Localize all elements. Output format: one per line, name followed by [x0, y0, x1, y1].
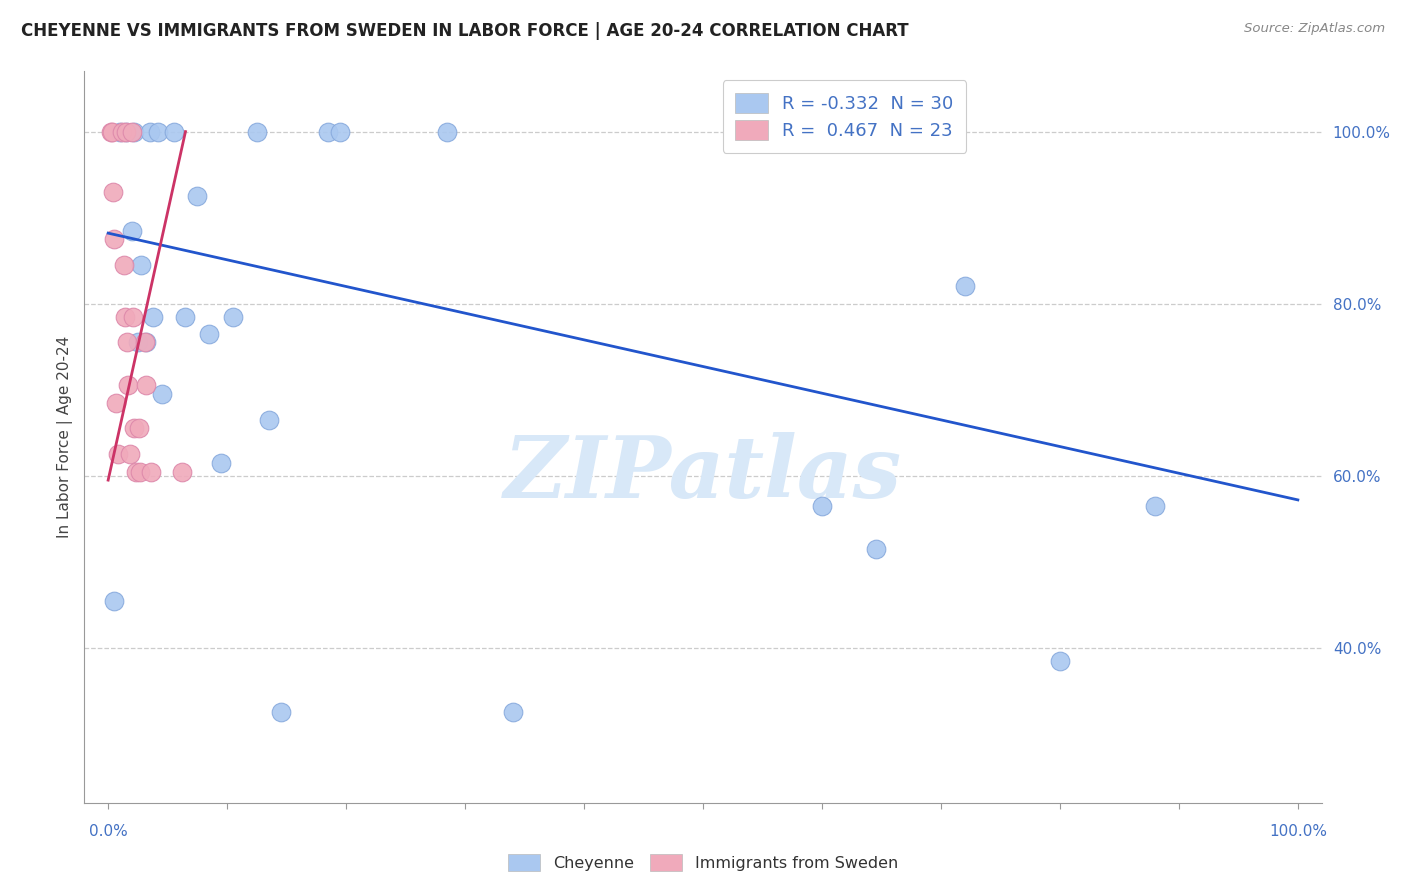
Point [115, 125, 138, 139]
Point [117, 378, 139, 392]
Point [100, 125, 122, 139]
Point [270, 706, 292, 720]
Y-axis label: In Labor Force | Age 20-24: In Labor Force | Age 20-24 [58, 336, 73, 538]
Point [135, 378, 157, 392]
Point [108, 125, 131, 139]
Text: CHEYENNE VS IMMIGRANTS FROM SWEDEN IN LABOR FORCE | AGE 20-24 CORRELATION CHART: CHEYENNE VS IMMIGRANTS FROM SWEDEN IN LA… [21, 22, 908, 40]
Point [107, 447, 129, 461]
Point [103, 593, 125, 607]
Point [436, 125, 458, 139]
Point [134, 335, 156, 350]
Point [124, 465, 146, 479]
Point [865, 541, 887, 556]
Point [142, 310, 165, 324]
Legend: Cheyenne, Immigrants from Sweden: Cheyenne, Immigrants from Sweden [501, 847, 905, 879]
Point [502, 706, 524, 720]
Point [118, 447, 141, 461]
Point [135, 335, 157, 350]
Point [1049, 654, 1071, 668]
Point [316, 125, 339, 139]
Point [115, 335, 138, 350]
Point [105, 395, 128, 409]
Point [162, 125, 184, 139]
Text: 0.0%: 0.0% [89, 824, 128, 839]
Text: Source: ZipAtlas.com: Source: ZipAtlas.com [1244, 22, 1385, 36]
Point [100, 125, 122, 139]
Point [127, 335, 149, 350]
Point [111, 125, 134, 139]
Point [1144, 499, 1167, 513]
Point [124, 125, 146, 139]
Point [246, 125, 269, 139]
Point [122, 310, 145, 324]
Point [222, 310, 245, 324]
Point [139, 125, 162, 139]
Point [329, 125, 352, 139]
Point [186, 189, 208, 203]
Point [139, 465, 162, 479]
Point [124, 421, 146, 435]
Point [209, 456, 232, 470]
Point [170, 465, 193, 479]
Point [114, 310, 136, 324]
Point [811, 499, 834, 513]
Text: ZIPatlas: ZIPatlas [503, 432, 903, 516]
Point [131, 258, 153, 272]
Point [115, 125, 138, 139]
Point [112, 258, 135, 272]
Point [257, 413, 280, 427]
Point [150, 387, 173, 401]
Point [121, 125, 143, 139]
Point [129, 465, 152, 479]
Point [101, 185, 124, 199]
Text: 100.0%: 100.0% [1268, 824, 1327, 839]
Point [953, 279, 976, 293]
Point [198, 326, 221, 341]
Point [146, 125, 169, 139]
Point [174, 310, 197, 324]
Point [103, 232, 125, 246]
Point [128, 421, 150, 435]
Point [121, 223, 143, 237]
